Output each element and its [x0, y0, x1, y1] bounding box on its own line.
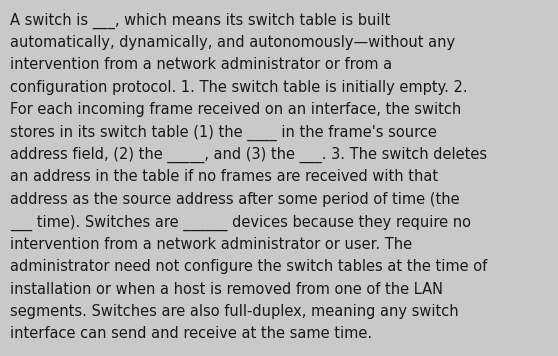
- Text: intervention from a network administrator or from a: intervention from a network administrato…: [10, 57, 392, 72]
- Text: stores in its switch table (1) the ____ in the frame's source: stores in its switch table (1) the ____ …: [10, 125, 437, 141]
- Text: automatically, dynamically, and autonomously—without any: automatically, dynamically, and autonomo…: [10, 35, 455, 50]
- Text: segments. Switches are also full-duplex, meaning any switch: segments. Switches are also full-duplex,…: [10, 304, 459, 319]
- Text: ___ time). Switches are ______ devices because they require no: ___ time). Switches are ______ devices b…: [10, 214, 471, 231]
- Text: installation or when a host is removed from one of the LAN: installation or when a host is removed f…: [10, 282, 443, 297]
- Text: interface can send and receive at the same time.: interface can send and receive at the sa…: [10, 326, 372, 341]
- Text: intervention from a network administrator or user. The: intervention from a network administrato…: [10, 237, 412, 252]
- Text: For each incoming frame received on an interface, the switch: For each incoming frame received on an i…: [10, 102, 461, 117]
- Text: an address in the table if no frames are received with that: an address in the table if no frames are…: [10, 169, 438, 184]
- Text: address field, (2) the _____, and (3) the ___. 3. The switch deletes: address field, (2) the _____, and (3) th…: [10, 147, 487, 163]
- Text: address as the source address after some period of time (the: address as the source address after some…: [10, 192, 460, 207]
- Text: A switch is ___, which means its switch table is built: A switch is ___, which means its switch …: [10, 12, 391, 29]
- Text: configuration protocol. 1. The switch table is initially empty. 2.: configuration protocol. 1. The switch ta…: [10, 80, 468, 95]
- Text: administrator need not configure the switch tables at the time of: administrator need not configure the swi…: [10, 259, 487, 274]
